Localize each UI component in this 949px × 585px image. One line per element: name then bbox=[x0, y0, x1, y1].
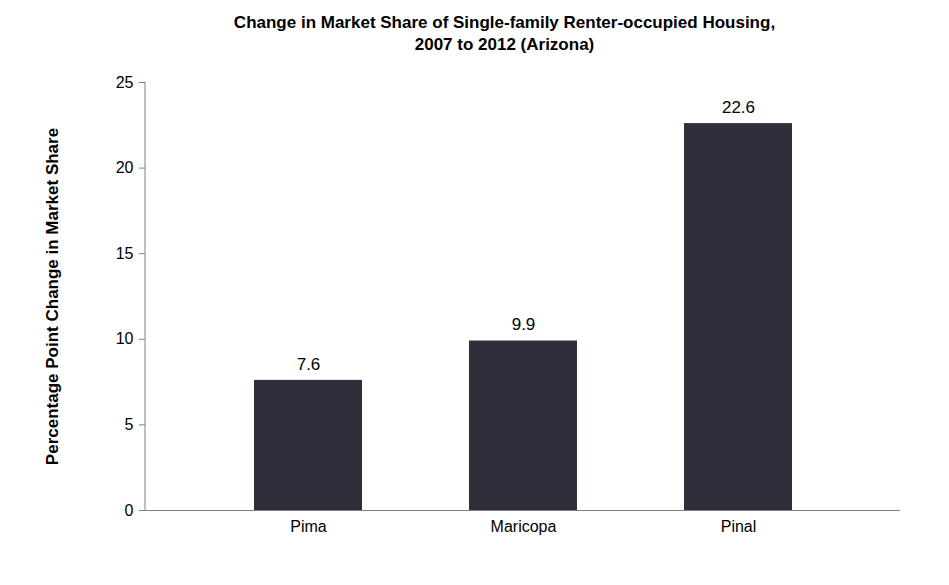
svg-text:9.9: 9.9 bbox=[512, 315, 536, 334]
svg-text:15: 15 bbox=[116, 245, 134, 262]
svg-text:22.6: 22.6 bbox=[722, 98, 755, 117]
svg-text:7.6: 7.6 bbox=[297, 355, 321, 374]
svg-text:10: 10 bbox=[116, 330, 134, 347]
svg-text:0: 0 bbox=[125, 502, 134, 519]
svg-text:Maricopa: Maricopa bbox=[491, 518, 557, 535]
svg-text:20: 20 bbox=[116, 159, 134, 176]
svg-text:Pima: Pima bbox=[290, 518, 327, 535]
svg-text:Percentage Point Change in Mar: Percentage Point Change in Market Share bbox=[43, 128, 62, 465]
svg-text:25: 25 bbox=[116, 74, 134, 91]
html-text:Change in Market Share of Sing: Change in Market Share of Single-family … bbox=[233, 13, 776, 54]
svg-text:5: 5 bbox=[125, 416, 134, 433]
svg-text:Pinal: Pinal bbox=[721, 518, 757, 535]
